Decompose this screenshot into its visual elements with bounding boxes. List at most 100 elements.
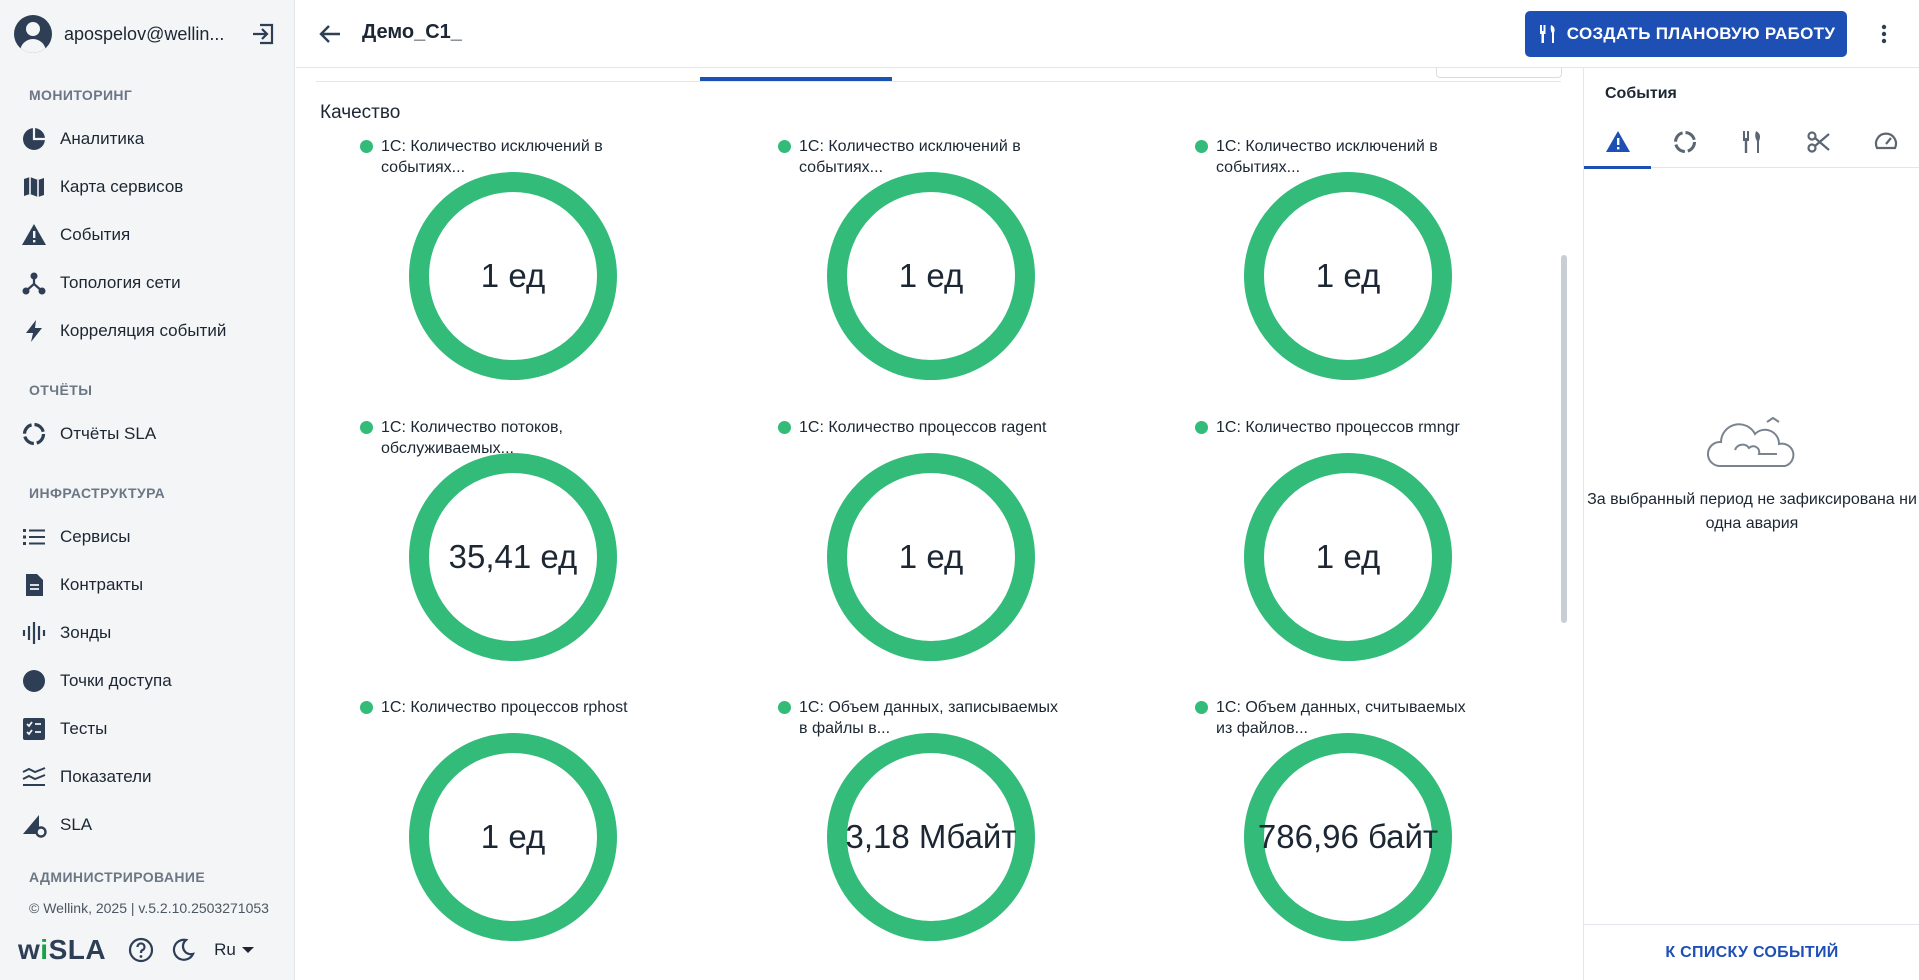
- sidebar-item-indicators[interactable]: Показатели: [20, 759, 280, 795]
- gauge-value: 786,96 байт: [1257, 818, 1439, 855]
- gauge-title: 1С: Количество исключений в событиях...: [1195, 136, 1485, 178]
- gauge-card[interactable]: 1С: Количество исключений в событиях... …: [714, 136, 1074, 396]
- gauge-title: 1С: Количество потоков, обслуживаемых...: [360, 417, 650, 459]
- section-quality-title: Качество: [320, 102, 401, 123]
- events-panel: События За выбранный период не зафиксиро…: [1583, 68, 1919, 980]
- topology-icon: [20, 269, 48, 297]
- sidebar-item-label: Точки доступа: [60, 671, 172, 690]
- gauge-card[interactable]: 1С: Количество процессов ragent 1 ед: [714, 417, 1074, 677]
- sidebar-item-correlation[interactable]: Корреляция событий: [20, 313, 280, 349]
- sidebar: apospelov@wellin... МОНИТОРИНГ Аналитика…: [0, 0, 295, 980]
- logout-icon[interactable]: [250, 22, 276, 46]
- sidebar-item-label: Корреляция событий: [60, 321, 227, 340]
- sidebar-item-service-map[interactable]: Карта сервисов: [20, 169, 280, 205]
- dot-icon: [20, 667, 48, 695]
- pie-chart-icon: [20, 125, 48, 153]
- map-icon: [20, 173, 48, 201]
- gauge-ring: 35,41 ед: [409, 453, 617, 661]
- sidebar-item-label: Зонды: [60, 623, 112, 642]
- events-panel-tabs: [1584, 116, 1919, 169]
- user-name[interactable]: apospelov@wellin...: [64, 23, 225, 44]
- gauge-card[interactable]: 1С: Количество исключений в событиях... …: [296, 136, 656, 396]
- tab-strip: [316, 68, 1562, 82]
- sidebar-item-topology[interactable]: Топология сети: [20, 265, 280, 301]
- create-planned-work-button[interactable]: СОЗДАТЬ ПЛАНОВУЮ РАБОТУ: [1525, 11, 1847, 57]
- checklist-icon: [20, 715, 48, 743]
- circle-progress-icon: [1673, 131, 1696, 153]
- sidebar-item-label: Топология сети: [60, 273, 181, 292]
- list-icon: [20, 523, 48, 551]
- copyright: © Wellink, 2025 | v.5.2.10.2503271053: [29, 900, 269, 916]
- events-panel-title: События: [1605, 85, 1677, 102]
- sidebar-item-services[interactable]: Сервисы: [20, 519, 280, 555]
- sidebar-item-label: Аналитика: [60, 129, 145, 148]
- sidebar-item-events[interactable]: События: [20, 217, 280, 253]
- tab-performance[interactable]: [1852, 116, 1919, 168]
- gauge-ring: 1 ед: [1244, 453, 1452, 661]
- scissors-icon: [1806, 131, 1830, 153]
- create-button-label: СОЗДАТЬ ПЛАНОВУЮ РАБОТУ: [1566, 24, 1836, 43]
- gauge-value: 1 ед: [1315, 257, 1381, 294]
- status-dot: [1195, 421, 1208, 434]
- sidebar-item-contracts[interactable]: Контракты: [20, 567, 280, 603]
- section-administration: АДМИНИСТРИРОВАНИЕ: [29, 869, 206, 885]
- help-icon[interactable]: [128, 937, 154, 963]
- status-dot: [778, 140, 791, 153]
- cloud-icon: [1707, 416, 1795, 467]
- scrollbar[interactable]: [1561, 255, 1567, 623]
- tab-sla[interactable]: [1651, 116, 1718, 168]
- sidebar-item-label: Контракты: [60, 575, 144, 594]
- circle-progress-icon: [20, 420, 48, 448]
- gauge-card[interactable]: 1С: Объем данных, записываемых в файлы в…: [714, 697, 1074, 957]
- more-vertical-icon[interactable]: [1872, 22, 1896, 46]
- sidebar-item-label: Отчёты SLA: [60, 424, 157, 443]
- section-infrastructure: ИНФРАСТРУКТУРА: [29, 485, 166, 501]
- moon-icon[interactable]: [170, 937, 196, 963]
- gauge-value: 1 ед: [1315, 538, 1381, 575]
- gauge-card[interactable]: 1С: Количество потоков, обслуживаемых...…: [296, 417, 656, 677]
- tools-icon: [1742, 131, 1760, 153]
- sidebar-item-label: Показатели: [60, 767, 152, 786]
- gauge-card[interactable]: 1С: Количество процессов rphost 1 ед: [296, 697, 656, 957]
- sidebar-item-label: SLA: [60, 815, 93, 834]
- active-tab-indicator[interactable]: [700, 77, 892, 81]
- gauge-card[interactable]: 1С: Объем данных, считываемых из файлов.…: [1131, 697, 1491, 957]
- logo: wiSLA: [18, 934, 107, 965]
- sidebar-item-tests[interactable]: Тесты: [20, 711, 280, 747]
- gauge-title: 1С: Количество процессов rphost: [360, 697, 650, 718]
- tab-cut[interactable]: [1785, 116, 1852, 168]
- gauge-ring: 1 ед: [827, 172, 1035, 380]
- user-row[interactable]: apospelov@wellin...: [14, 14, 284, 54]
- language-select[interactable]: Ru: [214, 940, 254, 960]
- status-dot: [1195, 701, 1208, 714]
- gauge-icon: [1874, 132, 1897, 150]
- status-dot: [360, 421, 373, 434]
- tab-alerts[interactable]: [1584, 116, 1651, 169]
- waveform-icon: [20, 619, 48, 647]
- back-arrow-icon[interactable]: [316, 20, 344, 48]
- gauge-ring: 1 ед: [409, 733, 617, 941]
- avatar[interactable]: [14, 15, 52, 53]
- gauge-ring: 1 ед: [1244, 172, 1452, 380]
- gauge-value: 35,41 ед: [448, 538, 578, 575]
- gauge-card[interactable]: 1С: Количество исключений в событиях... …: [1131, 136, 1491, 396]
- sidebar-item-access-points[interactable]: Точки доступа: [20, 663, 280, 699]
- sidebar-item-analytics[interactable]: Аналитика: [20, 121, 280, 157]
- section-monitoring: МОНИТОРИНГ: [29, 87, 133, 103]
- events-list-link[interactable]: К СПИСКУ СОБЫТИЙ: [1584, 924, 1919, 980]
- sidebar-footer: wiSLA Ru: [18, 932, 278, 968]
- sidebar-item-probes[interactable]: Зонды: [20, 615, 280, 651]
- gauge-value: 1 ед: [480, 818, 546, 855]
- sla-gear-icon: [20, 811, 48, 839]
- sidebar-item-sla-reports[interactable]: Отчёты SLA: [20, 416, 280, 452]
- gauge-value: 3,18 Мбайт: [845, 818, 1017, 855]
- toolbar-button-group[interactable]: [1436, 68, 1562, 78]
- status-dot: [778, 701, 791, 714]
- lightning-icon: [20, 317, 48, 345]
- gauge-title: 1С: Объем данных, записываемых в файлы в…: [778, 697, 1068, 739]
- tab-planned-work[interactable]: [1718, 116, 1785, 168]
- header: Демо_С1_ СОЗДАТЬ ПЛАНОВУЮ РАБОТУ: [296, 0, 1919, 68]
- gauge-card[interactable]: 1С: Количество процессов rmngr 1 ед: [1131, 417, 1491, 677]
- tools-icon: [1539, 25, 1555, 43]
- sidebar-item-sla[interactable]: SLA: [20, 807, 280, 843]
